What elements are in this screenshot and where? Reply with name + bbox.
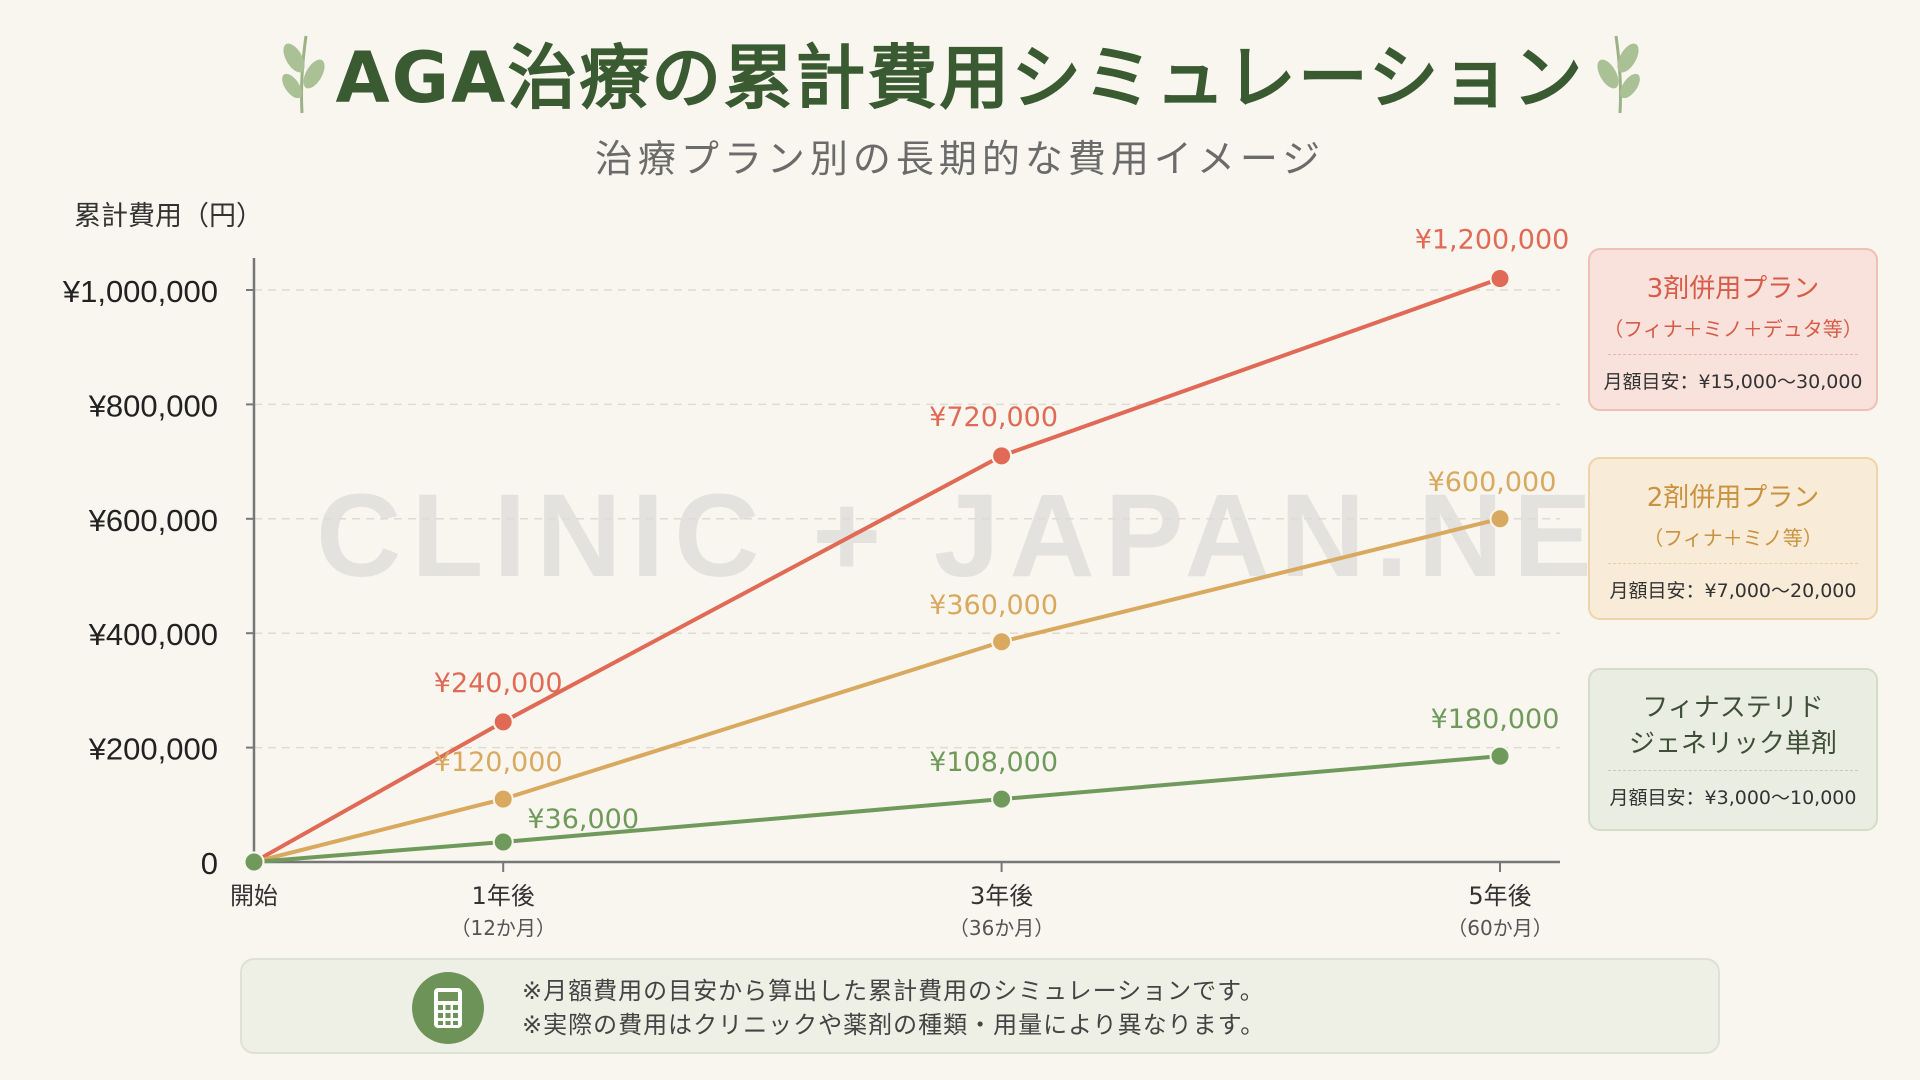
legend-title-line2: ジェネリック単剤 xyxy=(1628,729,1837,759)
data-label: ¥360,000 xyxy=(929,590,1058,621)
x-tick-sublabel: （12か月） xyxy=(450,916,555,940)
data-label: ¥720,000 xyxy=(929,402,1058,433)
divider xyxy=(1608,770,1858,771)
legend-monthly: 月額目安：¥15,000〜30,000 xyxy=(1603,371,1863,393)
divider xyxy=(1608,563,1858,564)
chart-subtitle: 治療プラン別の長期的な費用イメージ xyxy=(594,137,1326,181)
legend-title: 2剤併用プラン xyxy=(1646,483,1820,513)
x-tick-sublabel: （60か月） xyxy=(1447,916,1552,940)
y-tick-label: ¥400,000 xyxy=(88,617,218,652)
data-point xyxy=(243,851,265,873)
x-tick-label: 3年後 xyxy=(970,882,1033,910)
data-point xyxy=(991,445,1013,467)
footnote-box: ※月額費用の目安から算出した累計費用のシミュレーションです。 ※実際の費用はクリ… xyxy=(240,958,1720,1054)
legend-monthly: 月額目安：¥7,000〜20,000 xyxy=(1609,580,1857,602)
leaf-icon xyxy=(282,35,325,114)
data-point xyxy=(1489,508,1511,530)
data-point xyxy=(492,788,514,810)
series-line xyxy=(253,516,1501,864)
series-line xyxy=(253,754,1501,864)
legend-title-line1: フィナステリド xyxy=(1642,693,1824,723)
y-tick-label: ¥200,000 xyxy=(88,732,218,767)
data-label: ¥1,200,000 xyxy=(1415,225,1570,256)
data-point xyxy=(1489,268,1511,290)
data-point xyxy=(492,831,514,853)
legend-double-plan: 2剤併用プラン （フィナ＋ミノ等） 月額目安：¥7,000〜20,000 xyxy=(1588,457,1878,620)
data-label: ¥36,000 xyxy=(527,804,639,835)
y-tick-label: ¥1,000,000 xyxy=(62,274,218,309)
x-tick-label: 1年後 xyxy=(472,882,535,910)
line-chart: CLINIC + JAPAN.NET 0 ¥200,000 ¥400,000 ¥600… xyxy=(62,225,1684,940)
legend-monthly: 月額目安：¥3,000〜10,000 xyxy=(1609,787,1857,809)
legend-title: 3剤併用プラン xyxy=(1646,274,1820,304)
data-label: ¥180,000 xyxy=(1431,704,1560,735)
legend-generic-plan: フィナステリド ジェネリック単剤 月額目安：¥3,000〜10,000 xyxy=(1588,668,1878,831)
y-tick-label: ¥600,000 xyxy=(88,503,218,538)
y-tick-label: ¥800,000 xyxy=(88,388,218,423)
data-point xyxy=(991,788,1013,810)
divider xyxy=(1608,354,1858,355)
leaf-icon xyxy=(1597,35,1640,114)
data-point xyxy=(492,711,514,733)
legend-subtitle: （フィナ＋ミノ等） xyxy=(1643,526,1823,550)
data-point xyxy=(1489,745,1511,767)
y-tick-label: 0 xyxy=(201,846,218,881)
chart-title: AGA治療の累計費用シミュレーション xyxy=(335,37,1585,119)
legend-title: フィナステリド ジェネリック単剤 xyxy=(1590,690,1876,762)
x-tick-sublabel: （36か月） xyxy=(949,916,1054,940)
y-axis-label: 累計費用（円） xyxy=(74,201,263,232)
watermark-text: CLINIC + JAPAN.NET xyxy=(316,470,1684,602)
legend-triple-plan: 3剤併用プラン （フィナ＋ミノ＋デュタ等） 月額目安：¥15,000〜30,00… xyxy=(1588,248,1878,411)
calculator-icon xyxy=(412,972,484,1044)
series-line xyxy=(253,276,1501,864)
x-tick-label: 開始 xyxy=(230,882,278,910)
footnote-line1: ※月額費用の目安から算出した累計費用のシミュレーションです。 xyxy=(522,977,1265,1005)
data-point xyxy=(991,631,1013,653)
data-label: ¥240,000 xyxy=(434,668,563,699)
data-label: ¥108,000 xyxy=(929,747,1058,778)
data-label: ¥120,000 xyxy=(434,747,563,778)
legend-subtitle: （フィナ＋ミノ＋デュタ等） xyxy=(1603,317,1863,341)
footnote-line2: ※実際の費用はクリニックや薬剤の種類・用量により異なります。 xyxy=(522,1011,1266,1039)
data-label: ¥600,000 xyxy=(1428,467,1557,498)
x-tick-label: 5年後 xyxy=(1468,882,1531,910)
